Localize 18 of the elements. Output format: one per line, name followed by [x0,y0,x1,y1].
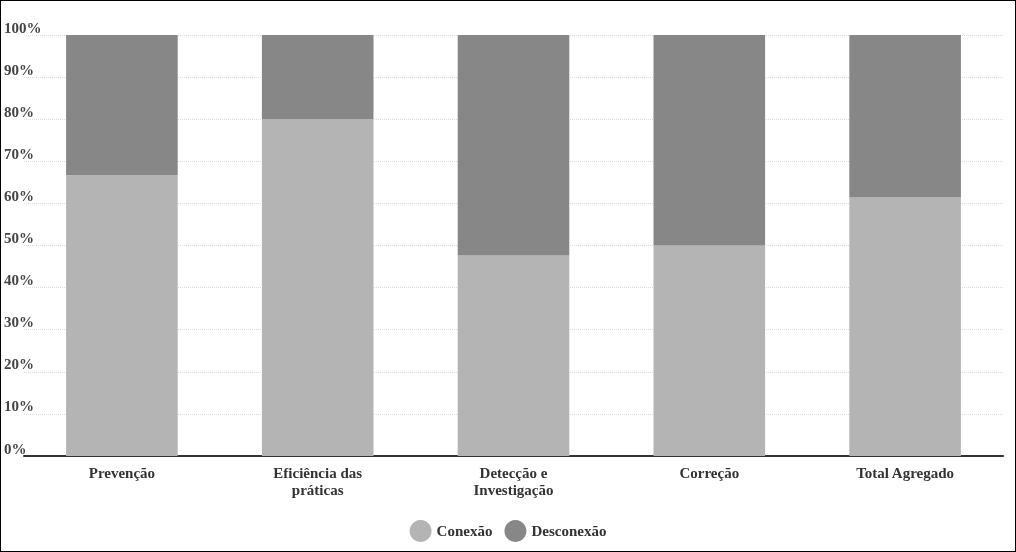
y-tick-label: 30% [4,314,34,331]
y-tick-label: 100% [4,19,42,36]
y-tick-label: 40% [4,272,34,289]
legend-label: Conexão [436,523,493,539]
y-tick-label: 60% [4,187,34,204]
y-tick-label: 80% [4,103,34,120]
y-tick-label: 90% [4,61,34,78]
x-tick-label: Total Agregado [856,464,955,481]
y-tick-label: 70% [4,145,34,162]
y-tick-label: 10% [4,398,34,415]
x-tick-label: Prevenção [88,464,156,481]
x-tick-label: Detecção e Investigação [473,464,554,498]
x-tick-label: Eficiência das práticas [273,464,363,498]
legend-label: Desconexão [531,523,607,539]
y-tick-label: 50% [4,230,34,246]
y-tick-label: 0% [4,440,27,457]
y-tick-label: 20% [4,356,34,373]
x-tick-label: Correção [679,464,740,481]
